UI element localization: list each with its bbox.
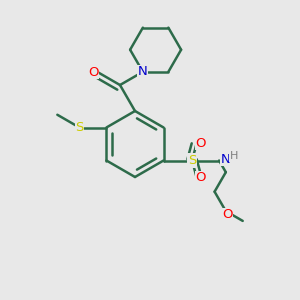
Text: H: H — [230, 151, 238, 161]
Text: O: O — [88, 66, 99, 79]
Text: S: S — [188, 154, 196, 167]
Text: N: N — [138, 65, 148, 78]
Text: O: O — [196, 171, 206, 184]
Text: S: S — [75, 121, 84, 134]
Text: O: O — [196, 136, 206, 150]
Text: O: O — [222, 208, 232, 221]
Text: N: N — [220, 153, 230, 166]
